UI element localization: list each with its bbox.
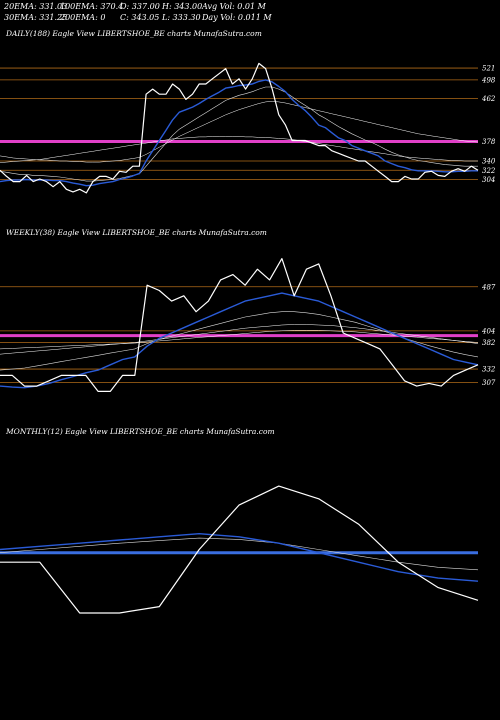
price-line [0, 62, 479, 194]
level-label: 307 [482, 379, 496, 387]
stat-high: H: 343.00 [162, 2, 203, 11]
level-label: 521 [482, 65, 495, 73]
level-label: 378 [482, 138, 496, 146]
stat-day-vol: Day Vol: 0.011 M [202, 13, 272, 22]
level-label: 462 [481, 95, 496, 103]
ema20-line [0, 79, 478, 187]
level-label: 404 [481, 327, 495, 335]
ema20-line [0, 292, 479, 389]
level-label: 322 [482, 167, 496, 175]
ema200-line [0, 136, 478, 163]
weekly-chart-title: WEEKLY(38) Eagle View LIBERTSHOE_BE char… [6, 228, 267, 237]
monthly-chart [0, 485, 479, 614]
ema100-line [0, 101, 479, 163]
stat-20ema: 20EMA: 331.03 [4, 2, 68, 11]
stat-open: O: 337.00 [120, 2, 160, 11]
stat-30ema: 30EMA: 331.25 [4, 13, 68, 22]
level-label: 498 [481, 76, 496, 84]
price-line [0, 485, 479, 614]
ema30-line [0, 311, 479, 371]
weekly-chart: 487 404 382 332 307 [0, 258, 496, 392]
ema100-line [0, 324, 479, 355]
level-label: 332 [482, 366, 496, 374]
stat-avg-vol: Avg Vol: 0.01 M [202, 2, 266, 11]
stat-200ema: 200EMA: 0 [60, 13, 106, 22]
stat-100ema: 100EMA: 370.4 [60, 2, 124, 11]
stat-low: L: 333.30 [162, 13, 201, 22]
level-label: 382 [482, 339, 496, 347]
monthly-chart-title: MONTHLY(12) Eagle View LIBERTSHOE_BE cha… [6, 427, 275, 436]
ema30-line [0, 86, 478, 182]
level-label: 487 [481, 283, 496, 291]
daily-chart-title: DAILY(188) Eagle View LIBERTSHOE_BE char… [6, 29, 262, 38]
ema20-line [0, 532, 479, 582]
level-label: 304 [482, 176, 495, 184]
level-label: 340 [482, 158, 496, 166]
stat-close: C: 343.05 [120, 13, 160, 22]
price-line [0, 258, 479, 392]
